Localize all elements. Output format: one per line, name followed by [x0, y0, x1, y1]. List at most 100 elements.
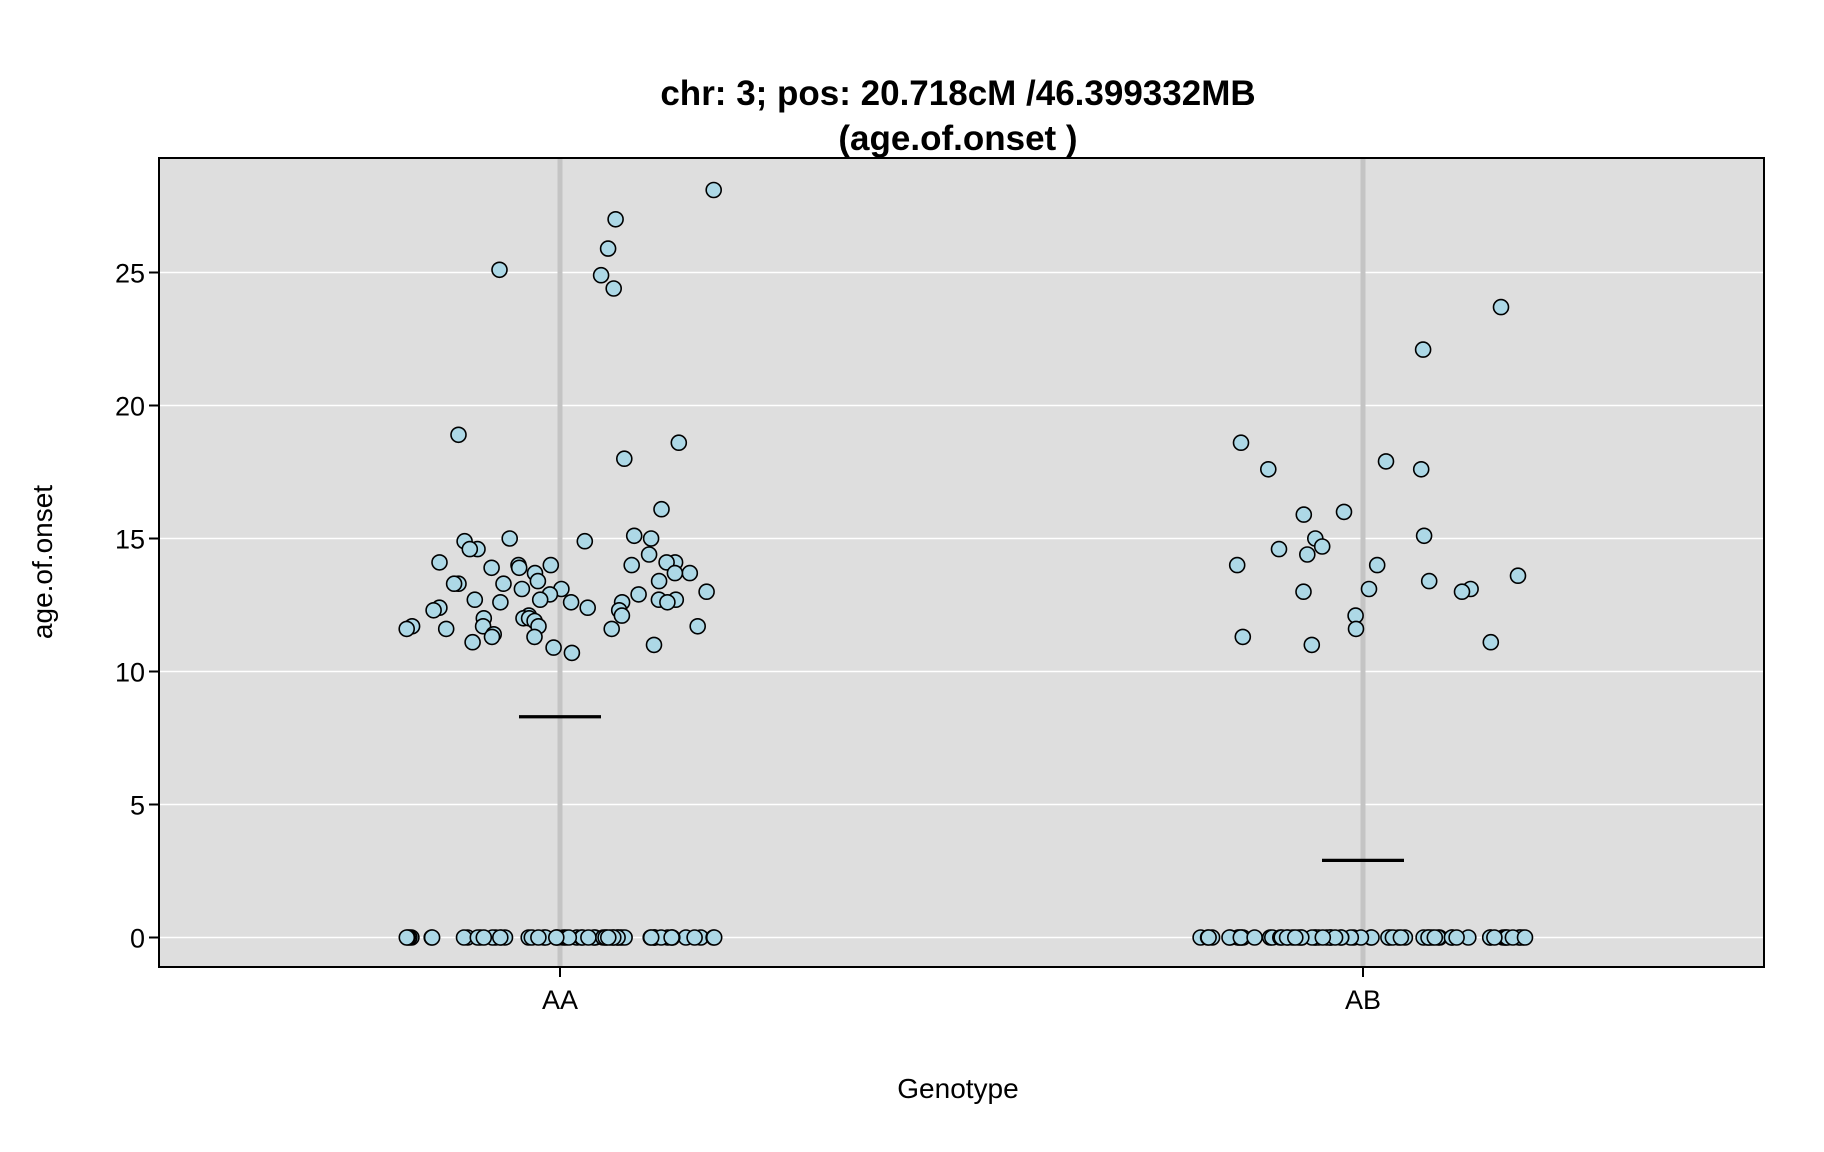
x-tick-label: AA: [542, 985, 578, 1015]
data-point: [1414, 341, 1432, 358]
y-tick-label: 15: [115, 525, 145, 555]
data-point: [599, 240, 617, 257]
data-point: [1420, 572, 1438, 590]
data-point: [475, 929, 493, 946]
data-point: [579, 599, 597, 617]
data-point: [423, 929, 441, 946]
data-point: [1392, 929, 1410, 946]
data-points: [398, 181, 1534, 946]
data-point: [666, 564, 684, 582]
data-point: [461, 540, 479, 558]
data-point: [1412, 460, 1430, 478]
data-point: [563, 644, 581, 662]
y-tick-label: 25: [115, 259, 145, 289]
data-point: [425, 601, 442, 619]
data-point: [1313, 538, 1331, 555]
data-point: [1228, 556, 1246, 574]
data-point: [1516, 929, 1534, 946]
data-point: [398, 929, 416, 946]
y-tick-label: 20: [115, 392, 145, 422]
data-point: [491, 929, 509, 946]
data-point: [531, 591, 549, 609]
data-point: [491, 261, 508, 279]
data-point: [1303, 636, 1321, 654]
data-point: [605, 280, 623, 297]
data-point: [1200, 929, 1217, 946]
data-point: [1299, 546, 1316, 563]
data-point: [513, 580, 531, 598]
data-point: [483, 559, 500, 577]
data-point: [1234, 628, 1252, 646]
y-tick-label: 0: [130, 924, 145, 954]
data-point: [464, 633, 481, 651]
data-point: [1335, 503, 1353, 521]
data-point: [510, 559, 528, 577]
data-point: [658, 554, 675, 571]
data-point: [650, 572, 668, 590]
data-point: [530, 929, 547, 946]
data-point: [1448, 929, 1465, 946]
data-point: [615, 450, 633, 468]
data-point: [1295, 506, 1313, 523]
data-point: [1482, 633, 1500, 651]
y-axis-ticks: 0 5 10 15 20 25: [115, 259, 159, 954]
data-point: [625, 527, 643, 545]
data-point: [653, 500, 670, 518]
data-point: [1360, 580, 1378, 598]
data-point: [450, 426, 467, 444]
chart-title: chr: 3; pos: 20.718cM /46.399332MB: [660, 74, 1255, 113]
y-axis-label: age.of.onset: [27, 485, 58, 639]
data-point: [670, 434, 688, 452]
data-point: [1260, 460, 1277, 478]
data-point: [580, 929, 597, 946]
data-point: [455, 929, 473, 946]
data-point: [431, 554, 448, 571]
data-point: [613, 607, 631, 624]
data-point: [398, 620, 416, 638]
data-point: [1232, 929, 1250, 946]
data-point: [642, 929, 660, 946]
x-axis-ticks: AA AB: [542, 967, 1381, 1015]
data-point: [1415, 527, 1433, 545]
data-point: [1314, 929, 1332, 946]
data-point: [642, 530, 660, 547]
y-tick-label: 5: [130, 791, 145, 821]
data-point: [1509, 567, 1527, 585]
data-point: [495, 575, 512, 593]
x-axis-label: Genotype: [897, 1073, 1018, 1104]
data-point: [607, 211, 624, 228]
data-point: [445, 575, 463, 593]
data-point: [437, 620, 455, 638]
data-point: [542, 556, 560, 574]
data-point: [630, 586, 647, 603]
data-point: [1287, 929, 1304, 946]
data-point: [545, 639, 562, 656]
data-point: [698, 583, 715, 601]
data-point: [1232, 434, 1250, 452]
data-point: [529, 572, 547, 590]
data-point: [640, 546, 658, 563]
data-point: [603, 620, 621, 638]
data-point: [645, 636, 663, 654]
data-point: [1453, 583, 1471, 601]
data-point: [705, 929, 723, 946]
data-point: [1368, 556, 1386, 574]
data-point: [592, 266, 610, 284]
data-point: [689, 617, 707, 635]
data-point: [1347, 620, 1365, 638]
data-point: [483, 628, 501, 646]
data-point: [576, 532, 594, 550]
y-tick-label: 10: [115, 658, 145, 688]
data-point: [492, 593, 509, 611]
category-lines: [557, 158, 1366, 967]
data-point: [686, 929, 703, 946]
chart-subtitle: (age.of.onset ): [838, 119, 1077, 158]
data-point: [1492, 298, 1510, 316]
data-point: [1295, 583, 1312, 601]
data-point: [663, 929, 680, 946]
data-point: [1377, 453, 1395, 470]
plot-panel: [159, 158, 1764, 967]
data-point: [1486, 929, 1503, 946]
data-point: [681, 564, 699, 582]
